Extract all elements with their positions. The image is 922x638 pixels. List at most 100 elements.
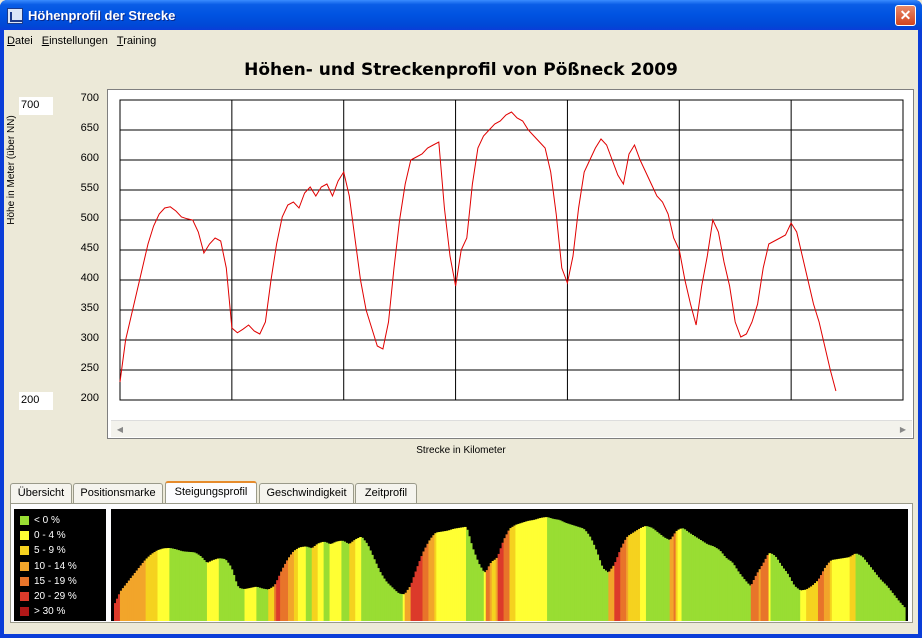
gradient-bar: [349, 543, 352, 621]
gradient-panel: < 0 % 0 - 4 % 5 - 9 % 10 - 14 % 15 - 19 % 20 …: [10, 503, 913, 623]
gradient-bar: [768, 553, 772, 621]
scroll-right-icon[interactable]: ▶: [895, 422, 911, 437]
gradient-bar: [115, 598, 119, 621]
tab-positionsmarke[interactable]: Positionsmarke: [73, 483, 163, 503]
menu-bar: Datei Einstellungen Training: [4, 32, 159, 50]
tab-geschwindigkeit[interactable]: Geschwindigkeit: [259, 483, 354, 503]
gradient-bar: [535, 519, 538, 621]
gradient-bar: [137, 567, 141, 621]
gradient-bar: [632, 532, 635, 621]
gradient-bar: [806, 588, 809, 621]
legend-swatch: [20, 561, 29, 571]
gradient-bar: [620, 547, 623, 621]
gradient-bar: [837, 558, 841, 621]
gradient-bar: [721, 553, 724, 621]
gradient-bar: [428, 540, 431, 621]
gradient-bar: [327, 543, 331, 621]
gradient-bar: [329, 543, 333, 621]
gradient-bar: [699, 540, 702, 621]
legend-label: > 30 %: [34, 606, 66, 618]
tab-uebersicht[interactable]: Übersicht: [10, 483, 72, 503]
legend-label: 20 - 29 %: [34, 591, 77, 603]
gradient-bar: [347, 543, 350, 621]
gradient-bar: [641, 526, 645, 621]
elevation-plot[interactable]: ◀ ▶: [107, 89, 914, 439]
gradient-bar: [187, 551, 190, 621]
gradient-bar: [432, 535, 435, 621]
gradient-bar: [861, 557, 865, 621]
gradient-bar: [521, 522, 524, 621]
gradient-bar: [626, 536, 629, 621]
gradient-bar: [857, 554, 861, 621]
gradient-bar: [436, 532, 439, 621]
elevation-chart-svg: [119, 99, 904, 401]
gradient-bar: [630, 533, 633, 621]
gradient-bar: [598, 560, 602, 621]
gradient-bar: [416, 566, 420, 621]
y-max-input[interactable]: 700: [19, 97, 53, 115]
gradient-bar: [481, 570, 485, 621]
gradient-bar: [782, 568, 785, 621]
gradient-bar: [594, 549, 598, 621]
gradient-bar: [541, 517, 544, 621]
gradient-bar: [238, 588, 242, 621]
gradient-bar: [295, 548, 299, 621]
gradient-bar: [560, 521, 564, 621]
gradient-bar: [305, 546, 309, 621]
tab-steigungsprofil[interactable]: Steigungsprofil: [165, 481, 257, 504]
gradient-bar: [647, 526, 651, 621]
gradient-bar: [762, 562, 766, 621]
gradient-bar: [357, 537, 360, 621]
gradient-bar: [545, 517, 548, 621]
menu-einstellungen[interactable]: Einstellungen: [39, 32, 111, 50]
gradient-bar: [677, 529, 681, 621]
y-tick-label: 300: [80, 332, 99, 344]
gradient-bar: [420, 556, 424, 621]
gradient-bar: [246, 588, 250, 621]
menu-training[interactable]: Training: [114, 32, 159, 50]
horizontal-scrollbar[interactable]: ◀ ▶: [111, 420, 912, 437]
menu-einstellungen-mnemonic: E: [41, 35, 50, 47]
scroll-left-icon[interactable]: ◀: [112, 422, 128, 437]
gradient-chart-svg: [114, 517, 906, 621]
gradient-bar: [487, 566, 491, 621]
legend-swatch: [20, 592, 29, 602]
gradient-bar: [709, 545, 712, 621]
gradient-bar: [794, 586, 797, 621]
gradient-bar: [590, 540, 594, 621]
gradient-bar: [638, 528, 641, 621]
legend-item: 20 - 29 %: [20, 589, 106, 604]
legend-swatch: [20, 531, 29, 541]
gradient-bar: [501, 542, 505, 621]
gradient-bar: [351, 541, 354, 621]
gradient-bar: [831, 559, 835, 621]
gradient-bar: [386, 583, 390, 621]
gradient-bar: [248, 588, 252, 621]
gradient-bar: [317, 543, 321, 621]
gradient-bar: [875, 574, 878, 621]
gradient-bar: [226, 562, 230, 621]
gradient-legend: < 0 % 0 - 4 % 5 - 9 % 10 - 14 % 15 - 19 % 20 …: [14, 509, 106, 621]
gradient-bar: [780, 565, 783, 621]
gradient-bar: [412, 577, 416, 621]
gradient-bar: [442, 531, 445, 621]
title-bar[interactable]: Höhenprofil der Strecke ✕: [0, 0, 922, 30]
gradient-bar: [224, 560, 228, 621]
gradient-bar: [262, 588, 265, 621]
menu-datei[interactable]: Datei: [4, 32, 36, 50]
gradient-bar: [895, 597, 898, 621]
gradient-bar: [543, 517, 546, 621]
tab-zeitprofil[interactable]: Zeitprofil: [355, 483, 417, 503]
close-button[interactable]: ✕: [895, 5, 916, 26]
y-min-input[interactable]: 200: [19, 392, 53, 410]
gradient-bar: [901, 604, 904, 621]
gradient-bar: [197, 554, 200, 621]
gradient-bar: [808, 587, 811, 621]
gradient-bar: [606, 572, 609, 621]
gradient-bar: [701, 541, 704, 621]
gradient-bar: [119, 590, 123, 621]
gradient-bar: [636, 530, 639, 621]
legend-swatch: [20, 516, 29, 526]
gradient-bar: [608, 571, 611, 621]
